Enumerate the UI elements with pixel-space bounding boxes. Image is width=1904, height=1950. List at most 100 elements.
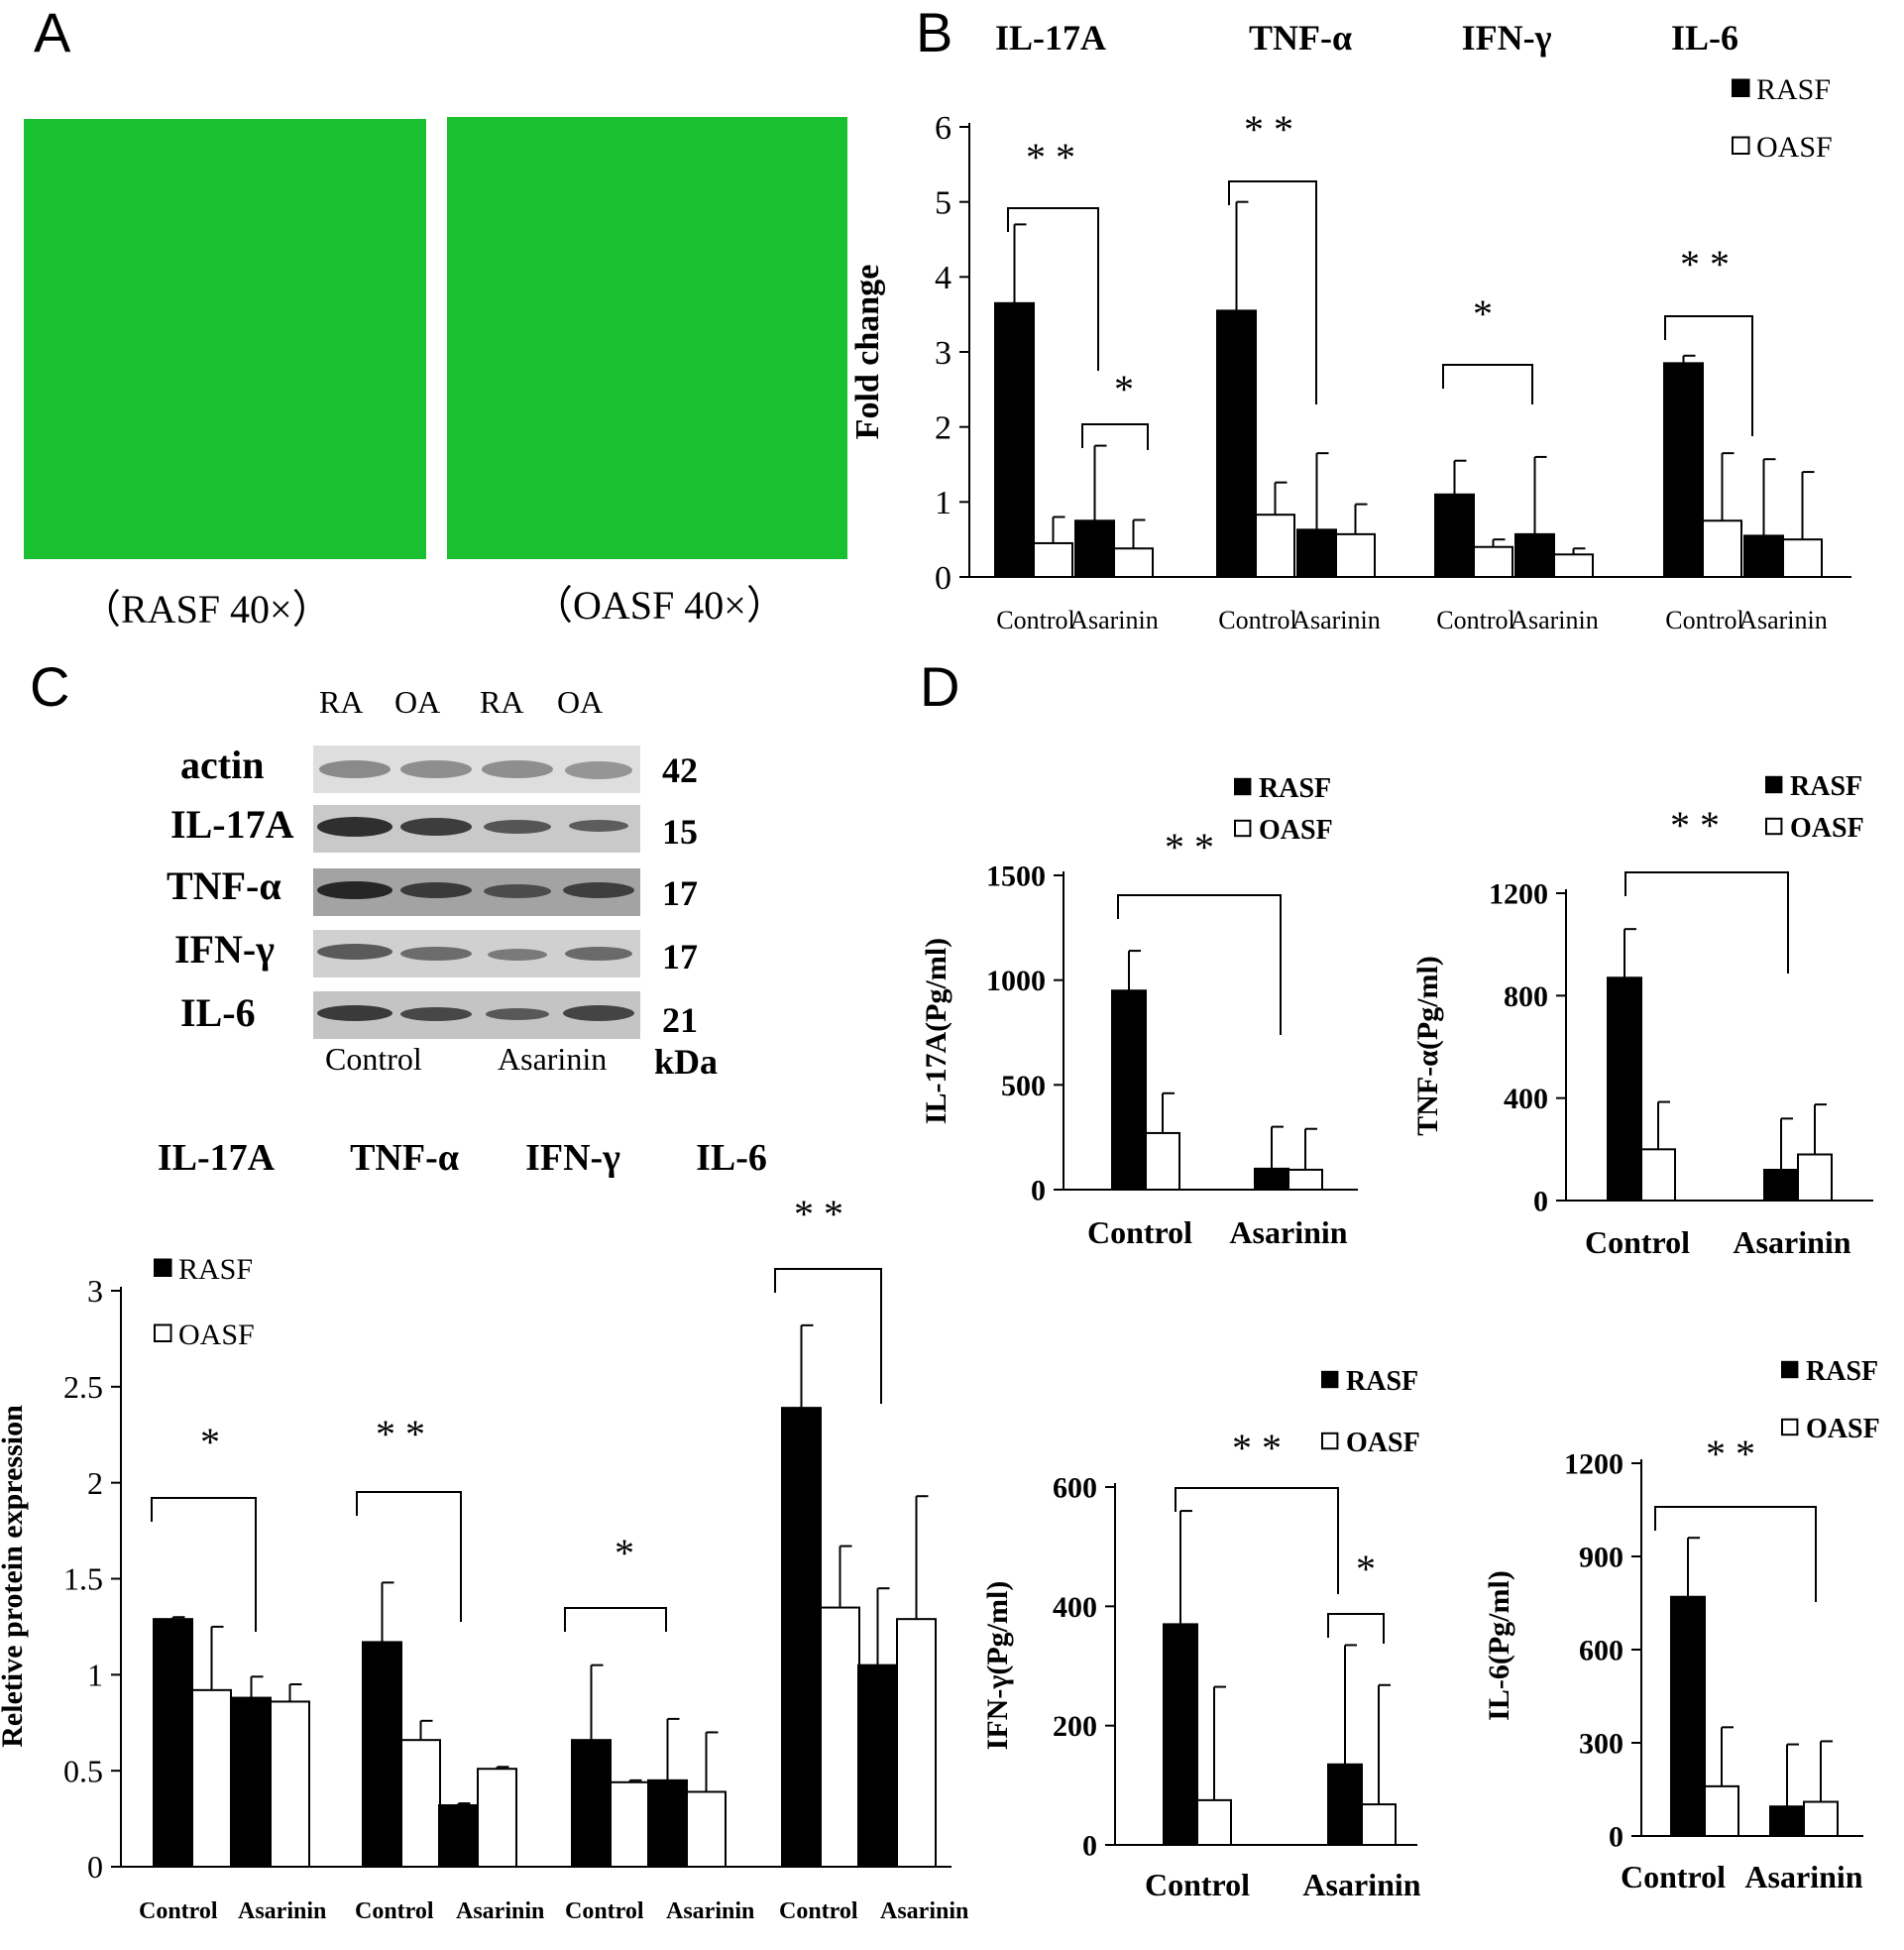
x-category-label: Control — [1145, 1867, 1250, 1902]
bar-rasf — [647, 1778, 688, 1868]
bar-rasf — [1254, 1167, 1289, 1192]
blot-row-label: TNF-α — [167, 863, 281, 908]
y-tick-label: 900 — [1579, 1542, 1624, 1574]
bar-rasf — [1743, 534, 1784, 579]
blot-kda-value: 17 — [662, 937, 698, 976]
y-axis-label: TNF-α(Pg/ml) — [1411, 956, 1444, 1136]
bar-rasf — [1663, 362, 1704, 578]
y-tick-label: 1500 — [986, 860, 1046, 893]
bar-rasf — [781, 1407, 822, 1869]
x-category-label: Asarinin — [1738, 606, 1828, 634]
bar-oasf — [820, 1606, 860, 1869]
bar-oasf — [1702, 519, 1742, 578]
y-tick-label: 4 — [935, 260, 952, 296]
legend-label-oasf: OASF — [1790, 813, 1864, 844]
blot-bands — [317, 1005, 634, 1021]
significance-bracket — [1081, 423, 1149, 450]
x-category-label: Control — [139, 1898, 218, 1924]
blot-kda-unit: kDa — [654, 1042, 719, 1082]
legend-label-oasf: OASF — [178, 1319, 255, 1351]
y-axis-label: IL-6(Pg/ml) — [1483, 1570, 1515, 1721]
blot-group-label-control: Control — [325, 1041, 422, 1077]
bar-oasf — [477, 1768, 517, 1868]
panel-letter-d: D — [920, 655, 960, 718]
legend-label-rasf: RASF — [1259, 773, 1331, 804]
significance-marker: * * — [794, 1192, 843, 1236]
y-tick-label: 500 — [1001, 1070, 1046, 1102]
bar-oasf — [1797, 1153, 1833, 1202]
y-tick-label: 2.5 — [63, 1369, 103, 1405]
x-category-label: Asarinin — [238, 1898, 326, 1924]
x-category-label: Control — [779, 1898, 858, 1924]
blot-kda-value: 15 — [662, 812, 698, 852]
group-title: IL-6 — [696, 1137, 767, 1179]
x-category-label: Control — [1585, 1224, 1690, 1260]
x-category-label: Control — [1218, 606, 1296, 634]
y-tick-label: 5 — [935, 185, 952, 222]
significance-bracket — [1327, 1613, 1385, 1644]
x-category-label: Asarinin — [456, 1898, 544, 1924]
bar-rasf — [1514, 532, 1555, 578]
significance-marker: * — [1473, 291, 1493, 336]
y-tick-label: 1200 — [1564, 1448, 1624, 1481]
bar-rasf — [1769, 1805, 1805, 1837]
blot-row-label: IL-17A — [170, 802, 294, 847]
y-tick-label: 800 — [1504, 980, 1548, 1013]
legend-label-oasf: OASF — [1259, 815, 1333, 846]
x-category-label: Asarinin — [1291, 606, 1381, 634]
y-tick-label: 0 — [87, 1849, 103, 1885]
group-title: IL-6 — [1671, 18, 1738, 57]
y-axis-label: IFN-γ(Pg/ml) — [981, 1581, 1014, 1751]
y-tick-label: 1 — [87, 1658, 103, 1693]
y-tick-label: 0.5 — [63, 1753, 103, 1788]
bar-rasf — [153, 1618, 193, 1869]
group-title: IL-17A — [158, 1137, 276, 1179]
legend-swatch-rasf — [1765, 775, 1783, 794]
significance-marker: * * — [1232, 1426, 1282, 1470]
y-axis-label: Reletive protein expression — [0, 1405, 29, 1748]
bar-oasf — [1288, 1168, 1323, 1192]
significance-bracket — [1664, 315, 1753, 436]
y-tick-label: 400 — [1504, 1083, 1548, 1115]
significance-marker: * * — [1026, 135, 1075, 179]
significance-marker: * * — [1165, 825, 1214, 869]
bar-oasf — [1255, 514, 1295, 578]
bar-oasf — [1640, 1148, 1676, 1203]
legend-swatch-oasf — [1732, 136, 1750, 155]
legend-swatch-rasf — [1234, 777, 1252, 796]
y-tick-label: 0 — [1533, 1186, 1548, 1218]
x-category-label: Asarinin — [1302, 1867, 1420, 1902]
bar-oasf — [1803, 1800, 1839, 1837]
bar-oasf — [686, 1790, 727, 1868]
bar-rasf — [1296, 528, 1337, 579]
bar-oasf — [1704, 1784, 1739, 1838]
significance-bracket — [564, 1607, 667, 1632]
legend-label-oasf: OASF — [1756, 131, 1833, 164]
significance-bracket — [1117, 894, 1282, 1035]
group-title: TNF-α — [1249, 18, 1352, 57]
significance-bracket — [1624, 871, 1789, 974]
bar-oasf — [1113, 547, 1154, 578]
significance-bracket — [356, 1491, 462, 1622]
oasf-micrograph-caption: （OASF 40×） — [533, 583, 786, 628]
y-tick-label: 0 — [1609, 1821, 1624, 1854]
bar-rasf — [438, 1804, 479, 1868]
y-tick-label: 1000 — [986, 965, 1046, 997]
bar-oasf — [610, 1780, 650, 1868]
legend-swatch-oasf — [1321, 1432, 1339, 1450]
x-category-label: Control — [1087, 1214, 1192, 1250]
significance-marker: * * — [1244, 107, 1293, 152]
x-category-label: Control — [1436, 606, 1514, 634]
legend-swatch-oasf — [1234, 819, 1252, 838]
legend-label-rasf: RASF — [178, 1253, 253, 1286]
y-tick-label: 3 — [87, 1273, 103, 1309]
x-category-label: Asarinin — [1069, 606, 1159, 634]
significance-marker: * — [615, 1531, 634, 1575]
blot-lane-header: RA — [319, 684, 364, 720]
blot-group-label-asarinin: Asarinin — [498, 1041, 608, 1077]
y-tick-label: 600 — [1053, 1472, 1097, 1505]
blot-lane-header: OA — [394, 684, 441, 720]
x-category-label: Control — [1621, 1859, 1726, 1894]
bar-rasf — [1216, 309, 1257, 578]
bar-oasf — [1033, 541, 1073, 579]
